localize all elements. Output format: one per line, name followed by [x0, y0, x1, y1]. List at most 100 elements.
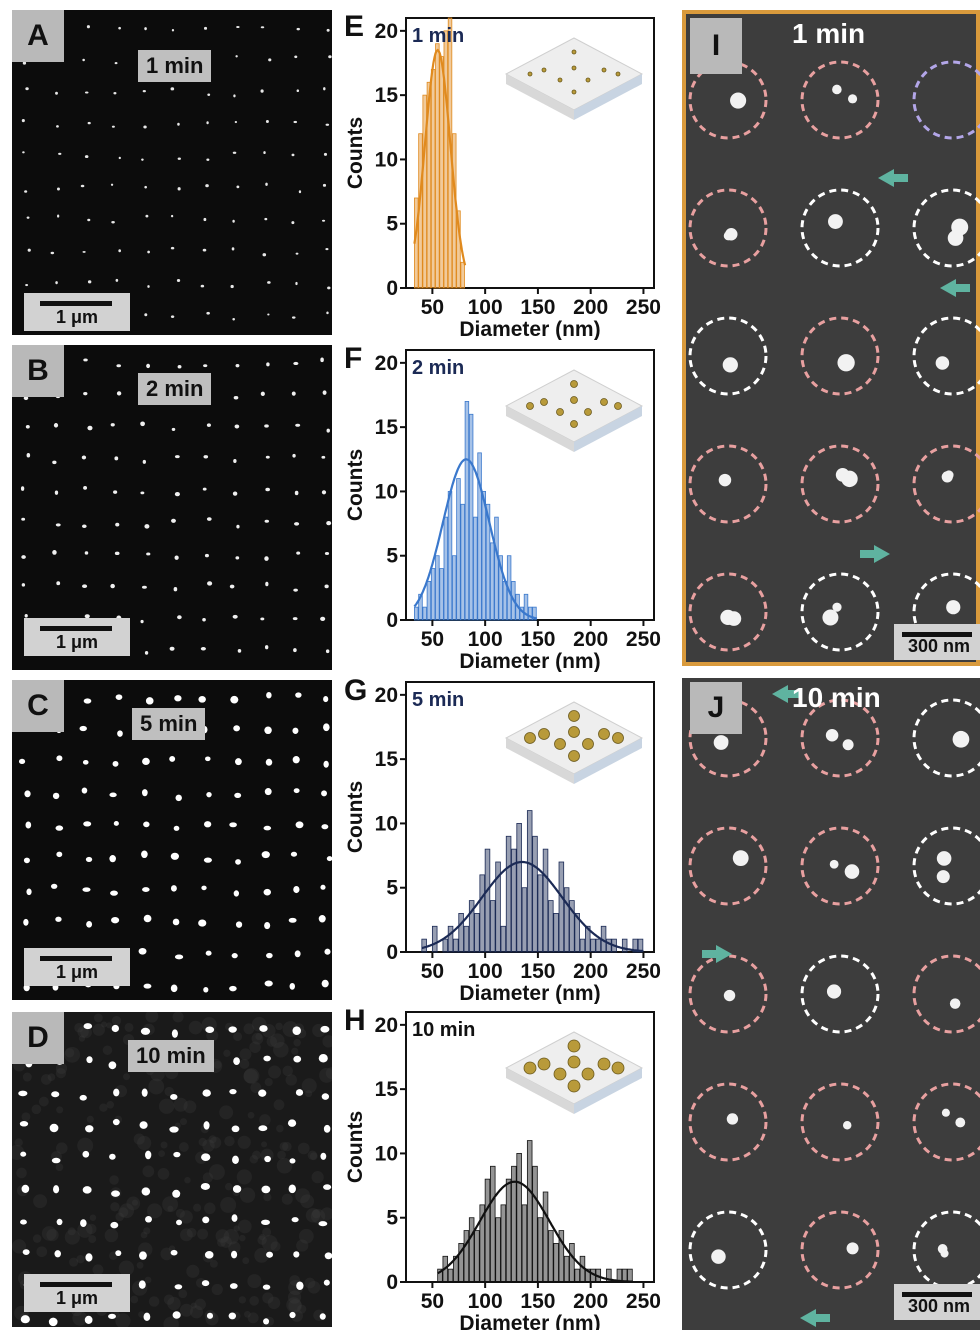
noise-speck — [138, 1311, 145, 1318]
histogram-bar — [414, 606, 419, 621]
particle — [842, 1121, 852, 1130]
noise-speck — [106, 1100, 115, 1109]
dashed-ring — [688, 572, 768, 652]
nanoparticle-dot — [87, 121, 91, 125]
noise-speck — [277, 1150, 286, 1160]
histogram-bar — [435, 43, 440, 289]
noise-speck — [247, 1312, 259, 1324]
histogram-bar — [526, 1140, 533, 1283]
nanoparticle-dot — [265, 455, 270, 459]
noise-speck — [307, 1280, 321, 1294]
teal-arrow-icon — [940, 279, 970, 297]
y-tick-label: 10 — [375, 148, 398, 171]
nanoparticle-dot — [327, 286, 331, 290]
histogram-bar — [558, 1230, 565, 1283]
noise-speck — [178, 1142, 189, 1152]
y-axis-label: Counts — [344, 117, 367, 189]
nanoparticle-dot — [325, 248, 329, 251]
noise-speck — [202, 1172, 214, 1183]
nanoparticle-dot — [233, 725, 240, 732]
nanoparticle-dot — [24, 190, 28, 193]
nanoparticle-dot — [232, 1185, 242, 1193]
nanoparticle-dot — [83, 392, 88, 396]
histogram-bar — [553, 1243, 559, 1283]
nanoparticle-dot — [263, 151, 266, 155]
y-tick-label: 0 — [386, 1271, 398, 1294]
nanoparticle-dot — [323, 696, 329, 703]
noise-speck — [179, 1118, 187, 1126]
histogram-bar — [500, 1204, 507, 1283]
y-axis-label: Counts — [344, 781, 367, 853]
sem-panel-a: A 1 min 1 μm — [12, 10, 332, 335]
nanoparticle-dot — [321, 455, 326, 459]
x-tick-label: 200 — [573, 1290, 608, 1313]
nanoparticle-dot — [264, 556, 269, 561]
nanoparticle-dot — [85, 856, 93, 863]
gold-particle — [568, 750, 580, 762]
noise-speck — [102, 1045, 113, 1055]
histogram-bar — [439, 56, 444, 289]
noise-speck — [262, 1292, 274, 1304]
nanoparticle-dot — [82, 887, 91, 892]
nanoparticle-dot — [320, 616, 326, 621]
histogram-bar — [606, 1268, 612, 1283]
nanoparticle-dot — [110, 423, 115, 427]
nanoparticle-dot — [55, 91, 58, 95]
gold-particle — [571, 49, 577, 55]
histogram-bar — [595, 938, 602, 953]
nanoparticle-dot — [232, 1155, 239, 1164]
nanoparticle-dot — [320, 357, 324, 363]
nanoparticle-dot — [263, 1318, 270, 1325]
gaussian-fit-line — [421, 860, 644, 953]
nanoparticle-dot — [139, 1121, 148, 1129]
noise-speck — [99, 1103, 108, 1112]
nanoparticle-dot — [201, 885, 207, 891]
nanoparticle-dot — [143, 1312, 151, 1322]
noise-speck — [286, 1297, 302, 1313]
nanoparticle-dot — [267, 281, 271, 284]
y-tick-label: 20 — [375, 20, 398, 43]
histogram-bar — [511, 1165, 517, 1283]
noise-speck — [309, 1152, 318, 1161]
noise-speck — [144, 1276, 152, 1284]
nanoparticle-dot — [54, 490, 59, 495]
x-tick-label: 150 — [520, 1290, 555, 1313]
nanoparticle-dot — [172, 1189, 181, 1198]
nanoparticle-dot — [265, 120, 269, 124]
noise-speck — [46, 1228, 59, 1242]
particle — [711, 1249, 726, 1264]
nanoparticle-dot — [264, 424, 269, 428]
gold-particle — [538, 728, 550, 740]
substrate-inset — [504, 701, 644, 784]
nanoparticle-dot — [118, 249, 121, 253]
noise-speck — [118, 1207, 129, 1218]
nanoparticle-dot — [200, 284, 205, 288]
nanoparticle-dot — [174, 492, 180, 497]
noise-speck — [223, 1229, 240, 1245]
noise-speck — [172, 1012, 184, 1023]
nanoparticle-dot — [323, 152, 328, 156]
nanoparticle-dot — [115, 522, 120, 527]
nanoparticle-dot — [293, 788, 300, 794]
particle — [947, 230, 964, 246]
gold-particle — [567, 1055, 581, 1069]
nanoparticle-dot — [143, 125, 147, 129]
nanoparticle-dot — [264, 726, 272, 735]
nanoparticle-dot — [262, 253, 267, 257]
gold-particle — [601, 67, 607, 73]
noise-speck — [89, 1214, 97, 1221]
nanoparticle-dot — [25, 821, 32, 829]
nanoparticle-dot — [56, 755, 63, 762]
noise-speck — [237, 1219, 252, 1234]
nanoparticle-dot — [141, 1088, 148, 1097]
nanoparticle-dot — [265, 758, 273, 766]
panel-letter-e: E — [344, 10, 365, 43]
nanoparticle-dot — [235, 556, 240, 560]
gold-particle — [570, 396, 578, 404]
nanoparticle-dot — [295, 692, 302, 698]
noise-speck — [297, 1304, 307, 1314]
nanoparticle-dot — [268, 58, 272, 62]
nanoparticle-dot — [110, 583, 115, 589]
sem-panel-d: D 10 min 1 μm — [12, 1012, 332, 1327]
nanoparticle-dot — [296, 89, 300, 93]
